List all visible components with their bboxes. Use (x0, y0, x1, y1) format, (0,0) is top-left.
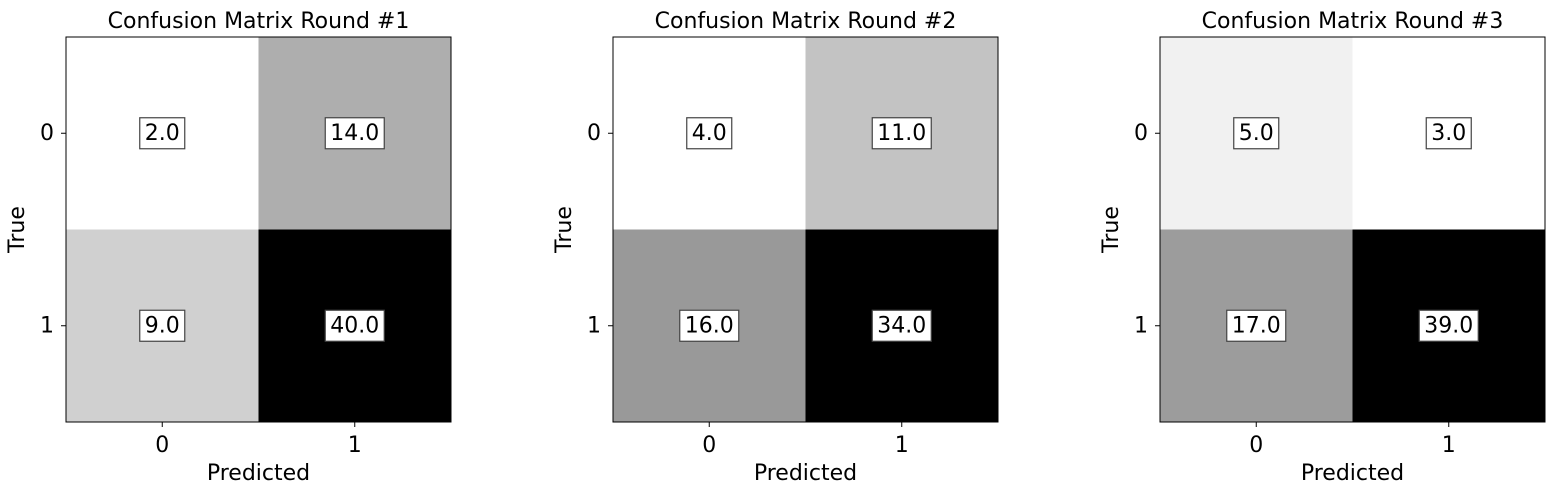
cell-annotation: 16.0 (679, 309, 740, 342)
cell-label-box (871, 117, 932, 150)
cell-label-box (1418, 309, 1479, 342)
confusion-matrix-panel-1: 2.0 14.0 9.0 40.0 Confusion Matrix Round #1 0… (5, 9, 452, 486)
x-tick-label: 0 (1249, 433, 1263, 458)
cell-label-box (1425, 117, 1472, 150)
x-tick-label: 0 (155, 433, 169, 458)
cell-value-label: 16.0 (685, 313, 734, 338)
cell-annotation: 2.0 (139, 117, 186, 150)
chart-title: Confusion Matrix Round #3 (1202, 9, 1504, 34)
x-axis-label: Predicted (1301, 461, 1404, 486)
cell-annotation: 4.0 (686, 117, 733, 150)
cell-annotation: 34.0 (871, 309, 932, 342)
y-axis-label: True (1099, 206, 1124, 254)
cell-annotation: 39.0 (1418, 309, 1479, 342)
x-axis-label: Predicted (754, 461, 857, 486)
cell-label-box (1233, 117, 1280, 150)
cell-value-label: 39.0 (1424, 313, 1473, 338)
cell-label-box (324, 117, 385, 150)
cell-annotation: 17.0 (1226, 309, 1287, 342)
cell-value-label: 14.0 (330, 121, 379, 146)
cell-label-box (871, 309, 932, 342)
cell-value-label: 4.0 (692, 121, 727, 146)
cell-value-label: 17.0 (1232, 313, 1281, 338)
cell-label-box (139, 117, 186, 150)
cell-label-box (1226, 309, 1287, 342)
plot-frame (1159, 36, 1546, 423)
x-tick-label: 1 (895, 433, 909, 458)
y-tick-label: 1 (40, 313, 54, 338)
cell-value-label: 34.0 (877, 313, 926, 338)
cell-value-label: 3.0 (1431, 121, 1466, 146)
y-tick-label: 0 (1134, 121, 1148, 146)
y-axis-label: True (552, 206, 577, 254)
y-tick-label: 1 (587, 313, 601, 338)
x-tick-label: 1 (348, 433, 362, 458)
cell-annotation: 11.0 (871, 117, 932, 150)
y-tick-label: 0 (587, 121, 601, 146)
chart-title: Confusion Matrix Round #2 (655, 9, 957, 34)
plot-frame (612, 36, 999, 423)
confusion-matrix-panel-3: 5.0 3.0 17.0 39.0 Confusion Matrix Round #3 0… (1099, 9, 1546, 486)
confusion-matrix-panel-2: 4.0 11.0 16.0 34.0 Confusion Matrix Round #2… (552, 9, 999, 486)
chart-title: Confusion Matrix Round #1 (108, 9, 410, 34)
cell-value-label: 2.0 (145, 121, 180, 146)
cell-label-box (679, 309, 740, 342)
cell-label-box (324, 309, 385, 342)
cell-annotation: 3.0 (1425, 117, 1472, 150)
cell-label-box (686, 117, 733, 150)
plot-frame (65, 36, 452, 423)
cell-label-box (139, 309, 186, 342)
cell-value-label: 11.0 (877, 121, 926, 146)
y-axis-label: True (5, 206, 30, 254)
cell-value-label: 40.0 (330, 313, 379, 338)
y-tick-label: 1 (1134, 313, 1148, 338)
cell-annotation: 5.0 (1233, 117, 1280, 150)
x-tick-label: 0 (702, 433, 716, 458)
cell-value-label: 9.0 (145, 313, 180, 338)
cell-value-label: 5.0 (1239, 121, 1274, 146)
x-axis-label: Predicted (207, 461, 310, 486)
cell-annotation: 40.0 (324, 309, 385, 342)
cell-annotation: 14.0 (324, 117, 385, 150)
y-tick-label: 0 (40, 121, 54, 146)
x-tick-label: 1 (1442, 433, 1456, 458)
cell-annotation: 9.0 (139, 309, 186, 342)
